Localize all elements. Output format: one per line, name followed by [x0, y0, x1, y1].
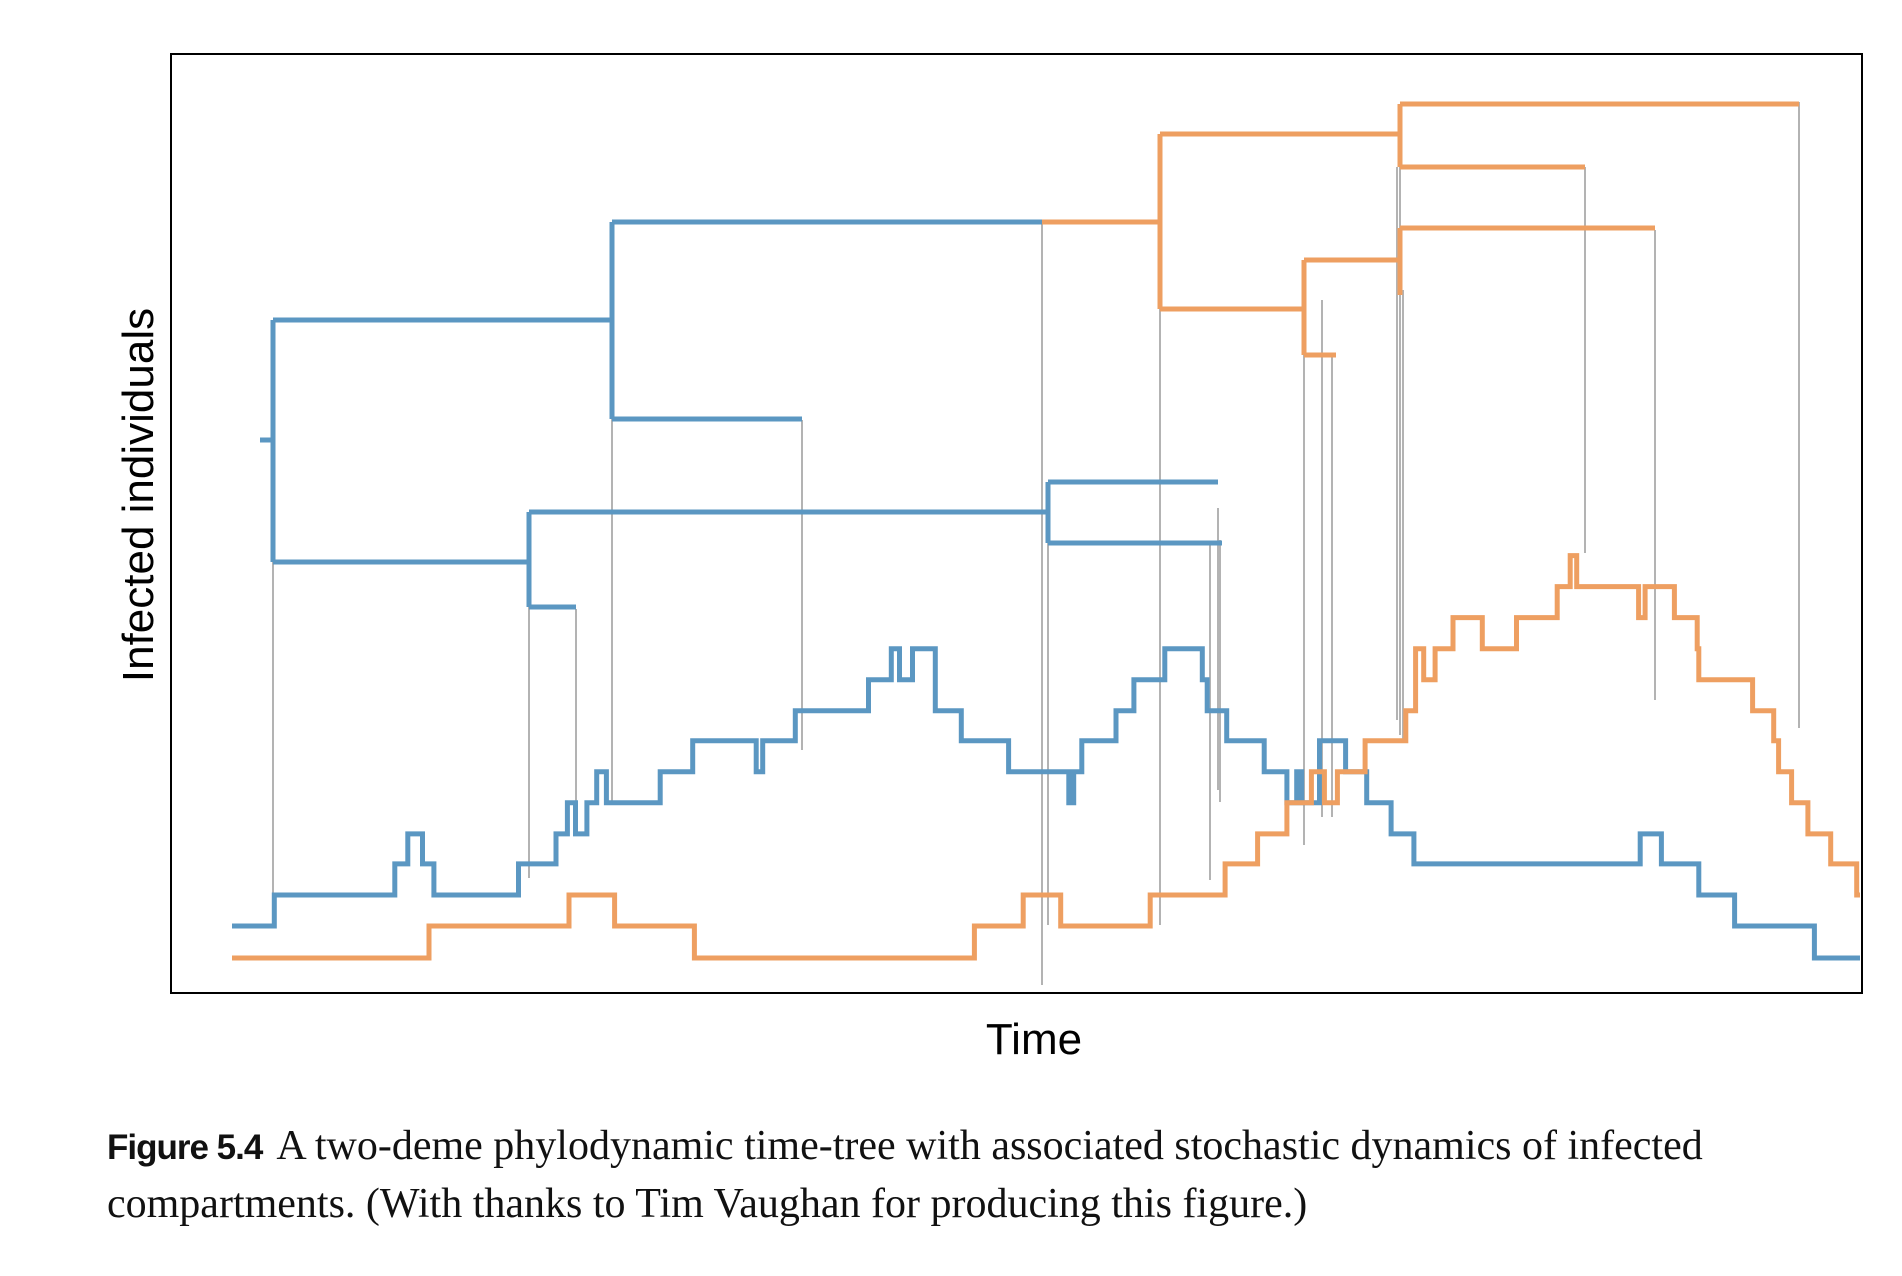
- tree-branches-deme-a: [260, 219, 1222, 610]
- figure-caption: Figure 5.4 A two-deme phylodynamic time-t…: [107, 1118, 1867, 1232]
- figure-caption-text: A two-deme phylodynamic time-tree with a…: [107, 1123, 1703, 1227]
- tree-branches-deme-b: [1042, 101, 1799, 358]
- series-line-deme-a: [232, 646, 1860, 961]
- series-layer: [232, 553, 1860, 961]
- y-axis-label: Infected individuals: [114, 308, 163, 682]
- x-axis-label: Time: [986, 1015, 1082, 1064]
- plot-frame: [170, 53, 1863, 994]
- tree-connector-lines: [272, 102, 1800, 985]
- series-line-deme-b: [232, 553, 1860, 961]
- figure-caption-label: Figure 5.4: [107, 1128, 263, 1167]
